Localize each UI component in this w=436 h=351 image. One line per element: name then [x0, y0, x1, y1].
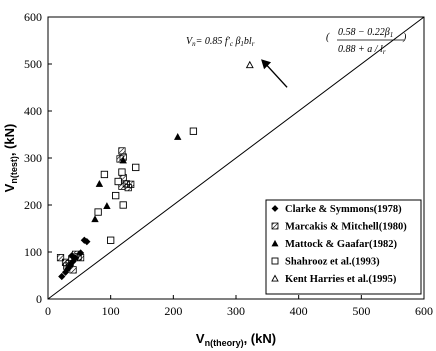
- series-3: [94, 127, 198, 244]
- legend-label: Mattock & Gaafar(1982): [285, 239, 397, 250]
- data-point: [83, 238, 91, 246]
- x-tick-label: 400: [290, 304, 308, 318]
- y-tick-label: 100: [24, 245, 42, 259]
- data-point: [76, 254, 85, 262]
- series-2: [91, 133, 182, 223]
- legend-label: Marcakis & Mitchell(1980): [285, 222, 407, 233]
- reference-line: [47, 16, 425, 300]
- y-tick-label: 0: [36, 292, 42, 306]
- data-point: [112, 191, 120, 200]
- data-point: [107, 236, 115, 244]
- data-point: [103, 202, 111, 209]
- data-point: [69, 266, 77, 274]
- series-1: [56, 147, 135, 274]
- data-point: [91, 215, 99, 223]
- x-tick-label: 300: [227, 304, 245, 318]
- data-point: [94, 208, 102, 216]
- legend-marker: [271, 274, 279, 282]
- data-point: [119, 201, 127, 209]
- data-point: [56, 254, 65, 262]
- annotation-arrow: [261, 59, 288, 88]
- data-point: [118, 147, 126, 155]
- x-axis-label: Vn(theory), (kN): [196, 331, 276, 348]
- data-points: [56, 60, 254, 281]
- data-point: [114, 177, 122, 186]
- svg-text:Vn= 0.85 f′c β1blr: Vn= 0.85 f′c β1blr: [186, 36, 255, 48]
- legend-label: Shahrooz et al.(1993): [285, 257, 380, 268]
- legend-marker: [271, 257, 279, 265]
- data-point: [100, 170, 109, 179]
- data-point: [127, 180, 135, 188]
- x-tick-label: 0: [45, 304, 51, 318]
- data-point: [189, 127, 198, 135]
- legend-label: Clarke & Symmons(1978): [285, 204, 402, 215]
- data-point: [118, 168, 126, 176]
- y-tick-label: 300: [24, 151, 42, 165]
- y-tick-label: 200: [24, 198, 42, 212]
- x-tick-label: 500: [352, 304, 370, 318]
- x-tick-label: 100: [102, 304, 120, 318]
- y-tick-label: 500: [24, 57, 42, 71]
- arrow-shaft: [264, 62, 288, 88]
- y-axis-label: Vn(test), (kN): [2, 124, 19, 193]
- equation-annotation: Vn= 0.85 f′c β1blr ( 0.58 − 0.22β1 0.88 …: [186, 27, 407, 56]
- legend-marker: [271, 239, 279, 247]
- x-axis: 0 100 200 300 400 500 600: [45, 295, 433, 318]
- data-point: [58, 272, 66, 281]
- data-point: [95, 180, 104, 187]
- data-point: [174, 133, 182, 140]
- x-tick-label: 200: [164, 304, 182, 318]
- reference-line-y-equals-x: [47, 16, 425, 300]
- data-point: [119, 156, 127, 164]
- legend-marker: [271, 222, 279, 230]
- y-axis: 0 100 200 300 400 500 600: [24, 10, 52, 306]
- svg-text:0.58 − 0.22β1: 0.58 − 0.22β1: [338, 27, 393, 39]
- svg-text:0.88 + a / lr: 0.88 + a / lr: [338, 44, 386, 56]
- data-point: [132, 163, 140, 172]
- y-tick-label: 600: [24, 10, 42, 24]
- legend-marker: [271, 205, 279, 212]
- series-4: [245, 60, 254, 69]
- arrow-head: [261, 59, 272, 70]
- data-point: [245, 60, 254, 69]
- y-tick-label: 400: [24, 104, 42, 118]
- svg-text:): ): [402, 32, 407, 43]
- svg-text:(: (: [326, 32, 330, 43]
- x-tick-label: 600: [415, 304, 433, 318]
- legend: Clarke & Symmons(1978) Marcakis & Mitchel…: [265, 199, 422, 295]
- legend-label: Kent Harries et al.(1995): [285, 274, 397, 285]
